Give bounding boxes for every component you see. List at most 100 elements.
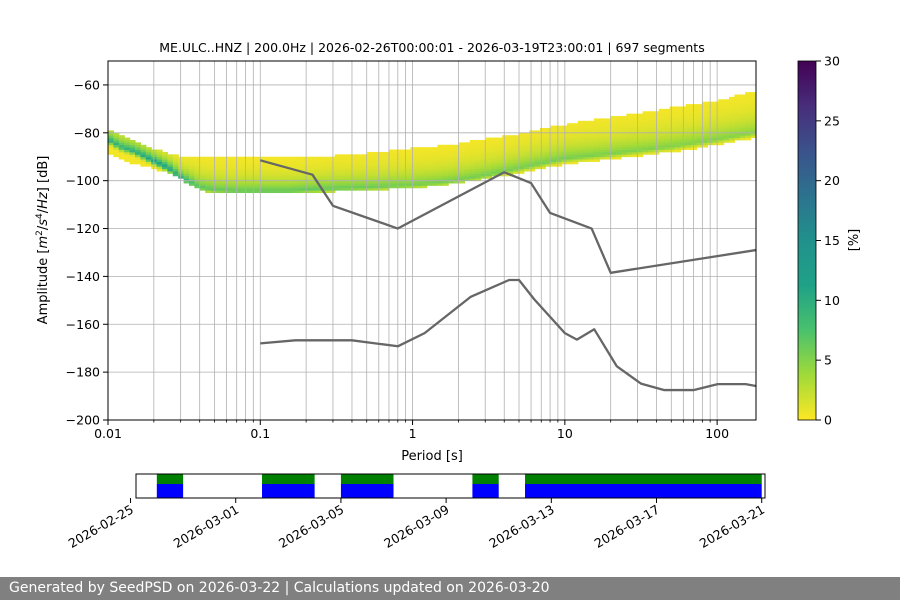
heatmap-cell (183, 163, 190, 167)
heatmap-cell (669, 147, 676, 150)
y-axis-label-part: / (36, 208, 51, 213)
heatmap-cell (421, 183, 428, 186)
heatmap-cell (486, 156, 492, 160)
heatmap-cell (253, 163, 260, 167)
heatmap-cell (615, 151, 622, 155)
heatmap-cell (334, 185, 341, 189)
heatmap-cell (199, 183, 206, 186)
heatmap-cell (545, 151, 552, 155)
heatmap-cell (270, 175, 276, 179)
heatmap-cell (594, 139, 600, 143)
heatmap-cell (167, 168, 174, 172)
heatmap-cell (313, 166, 320, 170)
heatmap-cell (577, 128, 584, 131)
heatmap-cell (459, 168, 465, 172)
heatmap-cell (545, 163, 552, 167)
heatmap-cell (475, 166, 482, 170)
heatmap-cell (334, 154, 341, 158)
heatmap-cell (648, 144, 654, 148)
heatmap-cell (167, 159, 174, 162)
heatmap-cell (459, 147, 465, 150)
heatmap-cell (556, 149, 563, 153)
heatmap-cell (340, 178, 347, 182)
heatmap-cell (556, 151, 563, 155)
heatmap-cell (513, 161, 519, 165)
heatmap-cell (162, 156, 168, 160)
heatmap-cell (356, 154, 363, 158)
heatmap-cell (729, 130, 735, 134)
data-availability-timeline (156, 474, 762, 498)
heatmap-cell (534, 161, 541, 165)
heatmap-cell (702, 116, 708, 119)
heatmap-cell (502, 156, 509, 160)
heatmap-cell (615, 135, 622, 138)
heatmap-cell (388, 161, 395, 165)
heatmap-cell (378, 183, 384, 186)
heatmap-cell (345, 175, 352, 179)
heatmap-cell (383, 161, 390, 165)
heatmap-cell (545, 149, 552, 153)
heatmap-cell (712, 142, 719, 146)
heatmap-cell (550, 161, 557, 165)
heatmap-cell (340, 156, 347, 160)
heatmap-cell (178, 159, 185, 162)
heatmap-cell (702, 123, 708, 127)
heatmap-cell (448, 173, 455, 177)
heatmap-cell (307, 168, 314, 172)
heatmap-cell (572, 154, 579, 158)
heatmap-cell (583, 128, 590, 131)
heatmap-cell (556, 128, 563, 131)
heatmap-cell (496, 171, 503, 174)
heatmap-cell (437, 166, 444, 170)
x-tick-label: 100 (705, 426, 729, 441)
heatmap-cell (464, 163, 471, 167)
heatmap-cell (502, 149, 509, 153)
heatmap-cell (685, 130, 692, 134)
heatmap-cell (540, 128, 546, 131)
heatmap-cell (280, 183, 287, 186)
heatmap-cell (156, 168, 163, 172)
heatmap-cell (394, 163, 401, 167)
heatmap-cell (491, 171, 498, 174)
heatmap-cell (432, 156, 438, 160)
heatmap-cell (426, 173, 433, 177)
heatmap-cell (399, 156, 406, 160)
heatmap-cell (448, 151, 455, 155)
heatmap-cell (610, 120, 617, 124)
heatmap-cell (329, 187, 336, 191)
heatmap-cell (129, 154, 136, 158)
heatmap-cell (437, 154, 444, 158)
heatmap-cell (194, 166, 201, 170)
heatmap-cell (491, 142, 498, 146)
heatmap-cell (399, 185, 406, 189)
heatmap-cell (307, 163, 314, 167)
heatmap-cell (145, 159, 152, 162)
heatmap-cell (135, 161, 141, 165)
heatmap-cell (356, 178, 363, 182)
heatmap-cell (691, 118, 698, 122)
heatmap-cell (534, 135, 541, 138)
heatmap-cell (540, 161, 546, 165)
heatmap-cell (712, 104, 719, 107)
heatmap-cell (172, 159, 179, 162)
heatmap-cell (518, 132, 525, 136)
heatmap-cell (475, 163, 482, 167)
heatmap-cell (750, 94, 756, 98)
heatmap-cell (545, 154, 552, 158)
heatmap-cell (577, 156, 584, 160)
heatmap-cell (189, 163, 195, 167)
heatmap-cell (496, 144, 503, 148)
heatmap-cell (448, 171, 455, 174)
heatmap-cell (356, 156, 363, 160)
heatmap-cell (556, 154, 563, 158)
heatmap-cell (480, 171, 487, 174)
heatmap-cell (486, 151, 492, 155)
heatmap-cell (367, 178, 374, 182)
heatmap-cell (664, 132, 671, 136)
heatmap-cell (415, 168, 422, 172)
heatmap-cell (194, 171, 201, 174)
heatmap-cell (556, 159, 563, 162)
heatmap-cell (108, 142, 114, 146)
heatmap-cell (394, 171, 401, 174)
heatmap-cell (588, 142, 595, 146)
